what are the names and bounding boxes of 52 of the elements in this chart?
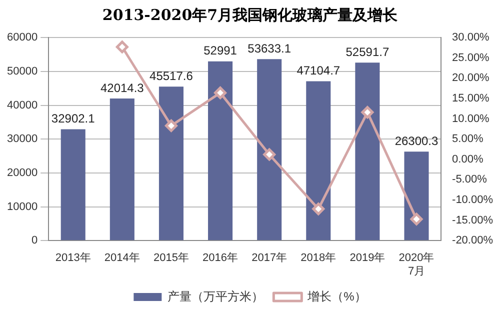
bar xyxy=(306,81,331,240)
bar xyxy=(60,129,86,240)
point xyxy=(410,212,423,226)
y2-tick-label: 20.00% xyxy=(452,72,490,84)
x-tick-label: 2020年7月 xyxy=(398,252,434,278)
bar xyxy=(404,152,429,240)
x-tick-label: 2015年 xyxy=(153,252,189,264)
data-label: 26300.3 xyxy=(394,134,439,148)
y2-tick-label: 15.00% xyxy=(452,92,490,105)
x-tick-label: 2018年 xyxy=(300,252,336,264)
y2-tick-label: -20.00% xyxy=(452,234,494,247)
bar xyxy=(257,59,282,240)
y2-tick-label: -15.00% xyxy=(452,214,494,226)
data-label: 42014.3 xyxy=(100,80,144,95)
data-label: 52591.7 xyxy=(346,44,390,59)
x-tick-label: 2013年 xyxy=(55,252,91,264)
y2-tick-label: 30.00% xyxy=(452,32,490,44)
y-tick-label: 30000 xyxy=(6,133,38,146)
point xyxy=(116,40,128,54)
legend-label: 增长（%） xyxy=(306,289,366,304)
y-tick-label: 40000 xyxy=(6,99,38,112)
y2-tick-label: 5.00% xyxy=(452,133,484,146)
point xyxy=(164,119,178,132)
chart-title: 2013-2020年7月我国钢化玻璃产量及增长 xyxy=(101,6,399,26)
bar xyxy=(110,98,134,240)
y2-tick-label: -5.00% xyxy=(452,174,488,186)
x-tick-label: 2019年 xyxy=(350,252,386,264)
data-label: 53633.1 xyxy=(248,41,292,56)
data-label: 52991 xyxy=(204,44,238,58)
bar xyxy=(208,61,233,240)
y2-tick-label: 25.00% xyxy=(452,52,490,64)
point xyxy=(263,148,276,161)
y-tick-label: 10000 xyxy=(6,200,38,213)
x-tick-label: 2014年 xyxy=(104,252,140,264)
point xyxy=(312,202,325,216)
point xyxy=(214,86,227,100)
y2-tick-label: 10.00% xyxy=(452,112,490,125)
data-label: 47104.7 xyxy=(296,64,340,78)
x-tick-label: 2017年 xyxy=(252,252,288,264)
y-tick-label: 20000 xyxy=(6,166,38,179)
data-label: 45517.6 xyxy=(150,68,194,83)
point xyxy=(361,106,374,119)
bar xyxy=(355,62,380,240)
y-tick-label: 60000 xyxy=(6,32,38,44)
y2-tick-label: 0.00% xyxy=(452,153,484,166)
data-label: 32902.1 xyxy=(51,112,96,126)
bar xyxy=(158,86,184,240)
y-tick-label: 50000 xyxy=(6,65,38,78)
y2-tick-label: -10.00% xyxy=(452,194,494,206)
y-tick-label: 0 xyxy=(31,234,38,247)
legend-label: 产量（万平方米） xyxy=(168,289,264,304)
x-tick-label: 2016年 xyxy=(202,252,238,264)
